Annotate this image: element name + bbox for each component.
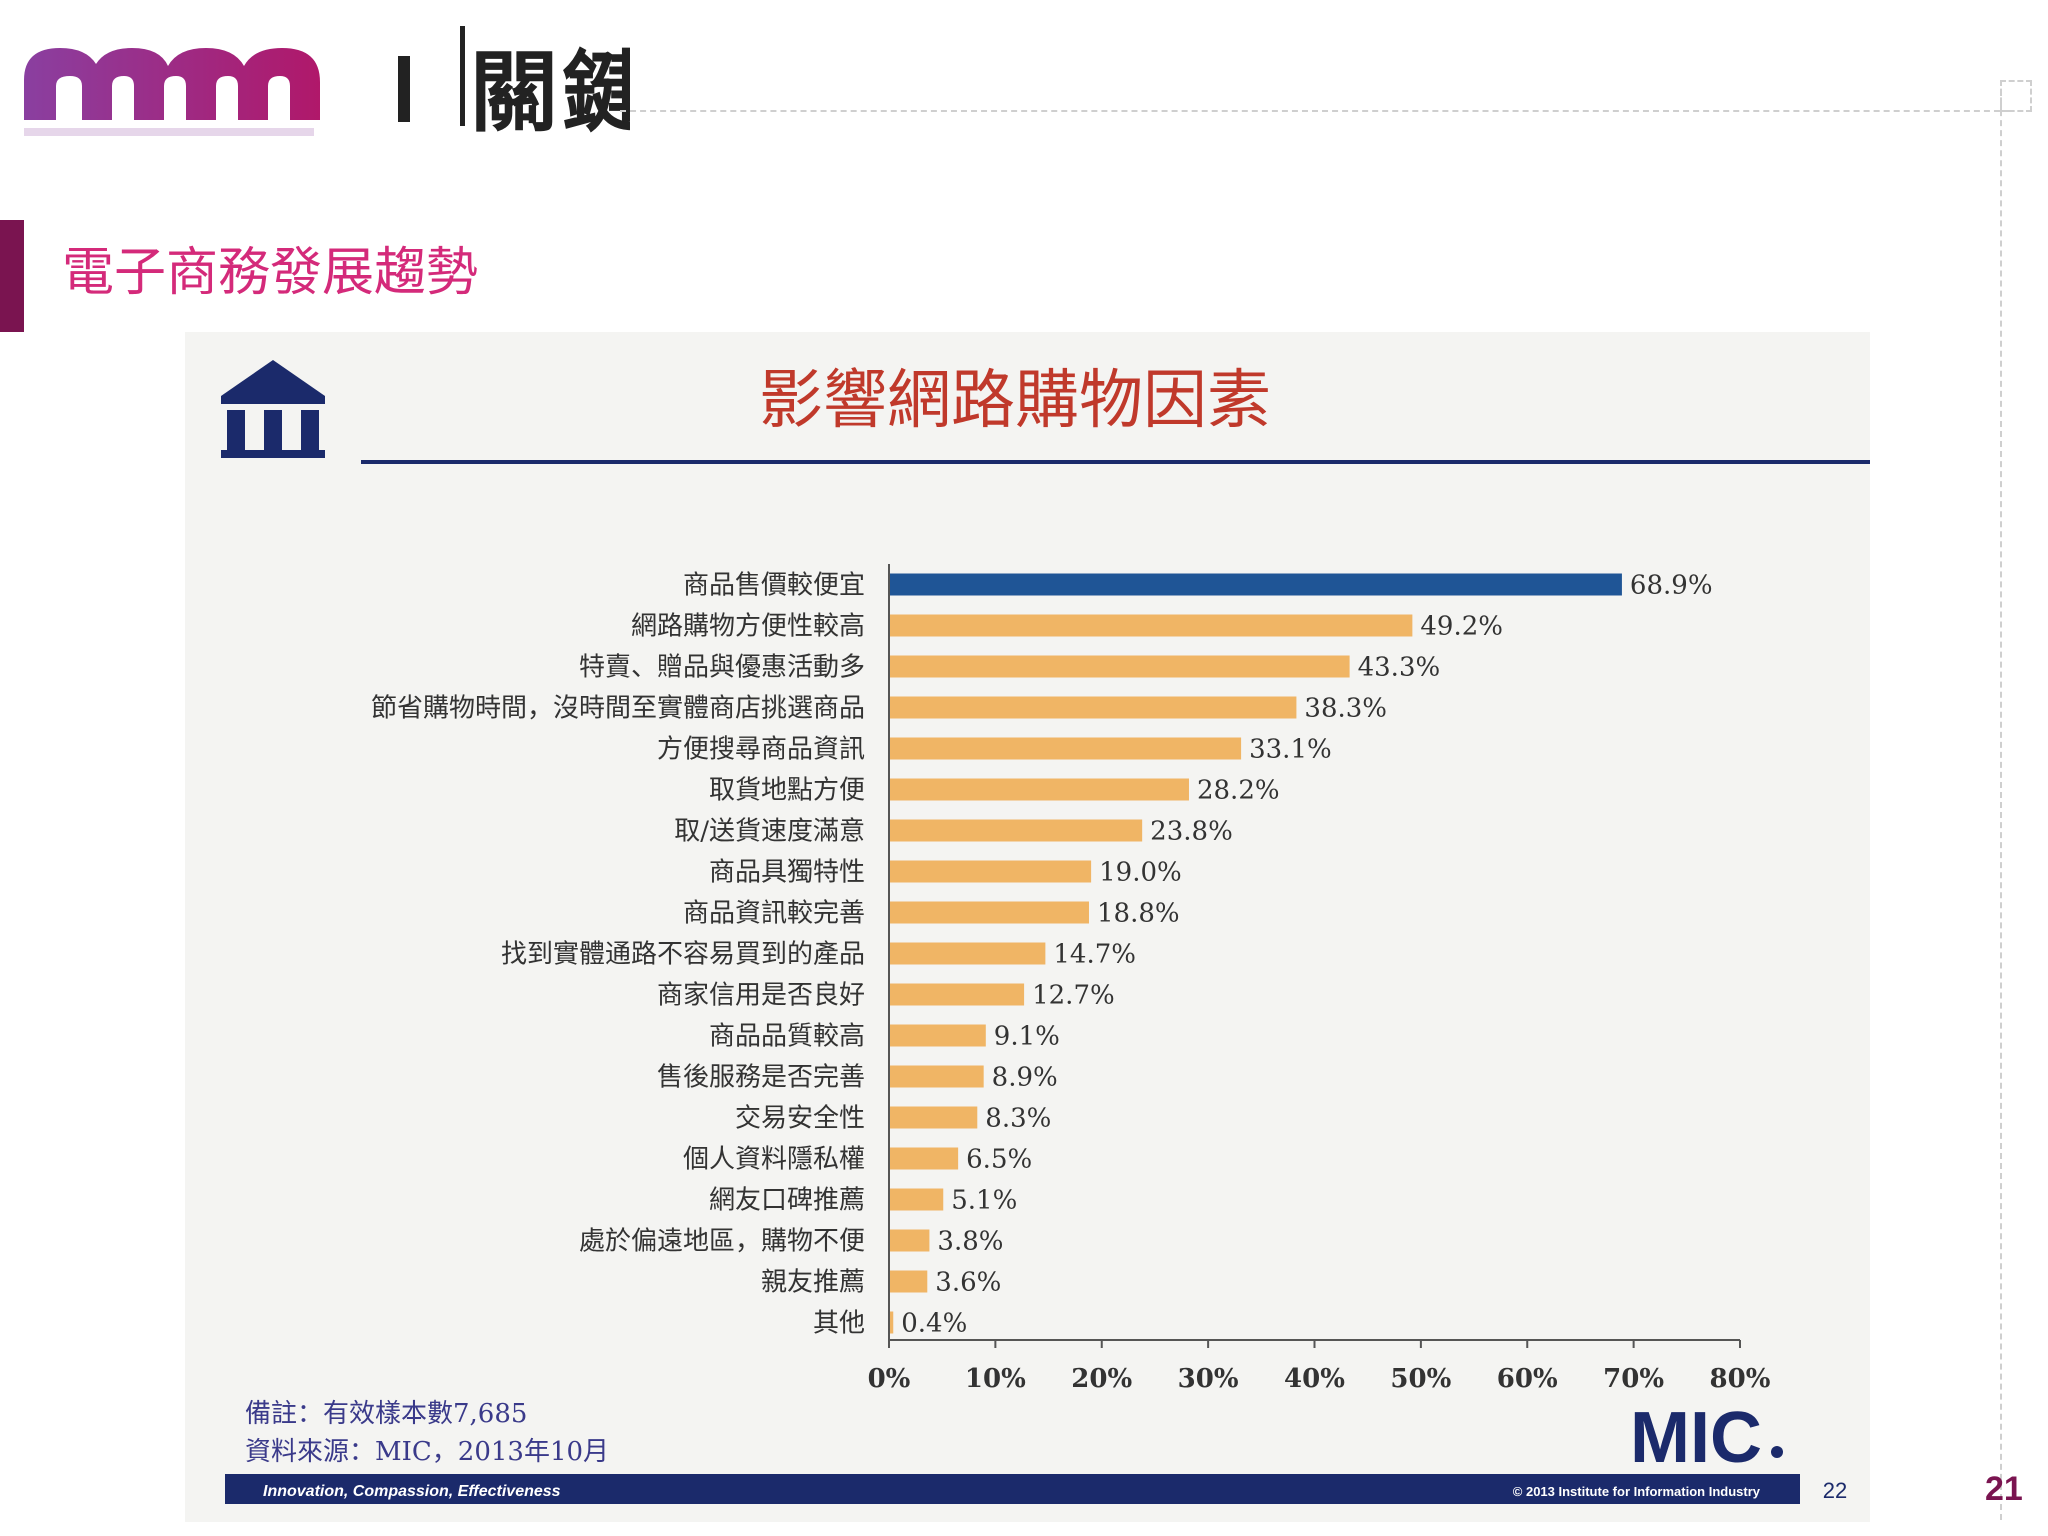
- note-source: 資料來源：MIC，2013年10月: [245, 1437, 609, 1467]
- category-label: 親友推薦: [761, 1268, 865, 1298]
- bar: [889, 778, 1189, 801]
- page-number: 21: [1985, 1470, 2023, 1508]
- chart-svg: 影響網路購物因素 商品售價較便宜網路購物方便性較高特賣、贈品與優惠活動多節省購物…: [221, 360, 1870, 1504]
- bar: [889, 819, 1143, 842]
- category-label: 取/送貨速度滿意: [674, 817, 865, 847]
- value-label: 23.8%: [1150, 817, 1233, 847]
- value-label: 19.0%: [1099, 858, 1182, 888]
- logo-m-shape: [24, 48, 320, 120]
- mic-logo: MIC: [1630, 1398, 1762, 1478]
- category-label: 商品品質較高: [709, 1022, 865, 1052]
- category-label: 商家信用是否良好: [657, 981, 865, 1011]
- x-tick-label: 10%: [965, 1364, 1026, 1394]
- bar: [889, 1311, 894, 1334]
- category-label: 交易安全性: [735, 1104, 865, 1134]
- bar: [889, 1188, 944, 1211]
- x-tick-label: 60%: [1497, 1364, 1558, 1394]
- value-label: 43.3%: [1358, 653, 1441, 683]
- value-label: 38.3%: [1304, 694, 1387, 724]
- chart-panel: 影響網路購物因素 商品售價較便宜網路購物方便性較高特賣、贈品與優惠活動多節省購物…: [185, 332, 1870, 1522]
- category-label: 處於偏遠地區，購物不便: [579, 1227, 865, 1257]
- value-label: 12.7%: [1032, 981, 1115, 1011]
- panel-footer-band: [225, 1474, 1800, 1504]
- bar: [889, 942, 1046, 965]
- category-label: 取貨地點方便: [709, 776, 865, 806]
- chart-title: 影響網路購物因素: [759, 364, 1271, 438]
- category-label: 節省購物時間，沒時間至實體商店挑選商品: [371, 694, 865, 724]
- category-label: 商品售價較便宜: [683, 571, 865, 601]
- bar: [889, 1024, 986, 1047]
- x-tick-label: 80%: [1710, 1364, 1771, 1394]
- bar: [889, 1270, 928, 1293]
- category-label: 特賣、贈品與優惠活動多: [579, 653, 865, 683]
- mic-registered-mark: [1771, 1446, 1783, 1458]
- value-label: 5.1%: [951, 1186, 1017, 1216]
- footer-motto: Innovation, Compassion, Effectiveness: [263, 1483, 561, 1500]
- right-guide-line: [2000, 80, 2002, 1520]
- bar: [889, 1065, 984, 1088]
- note-sample-size: 備註：有效樣本數7,685: [245, 1399, 527, 1429]
- bar: [889, 573, 1622, 596]
- value-label: 3.6%: [935, 1268, 1001, 1298]
- value-label: 28.2%: [1197, 776, 1280, 806]
- header-divider: [620, 110, 2010, 112]
- value-label: 18.8%: [1097, 899, 1180, 929]
- value-label: 33.1%: [1249, 735, 1332, 765]
- value-label: 0.4%: [901, 1309, 967, 1339]
- category-label: 方便搜尋商品資訊: [657, 735, 865, 765]
- panel-page-number: 22: [1823, 1478, 1847, 1503]
- bar: [889, 860, 1092, 883]
- value-label: 9.1%: [994, 1022, 1060, 1052]
- logo-text: 關鍵: [470, 41, 630, 144]
- x-tick-label: 70%: [1603, 1364, 1664, 1394]
- x-tick-label: 50%: [1390, 1364, 1451, 1394]
- category-label: 其他: [813, 1309, 865, 1339]
- value-label: 49.2%: [1420, 612, 1503, 642]
- category-label: 找到實體通路不容易買到的產品: [501, 940, 865, 970]
- value-label: 3.8%: [937, 1227, 1003, 1257]
- title-accent-bar: [0, 220, 24, 332]
- x-tick-label: 40%: [1284, 1364, 1345, 1394]
- category-label: 商品具獨特性: [709, 858, 865, 888]
- slide-title: 電子商務發展趨勢: [62, 243, 479, 303]
- category-label: 商品資訊較完善: [683, 899, 865, 929]
- value-label: 14.7%: [1053, 940, 1136, 970]
- value-label: 8.9%: [992, 1063, 1058, 1093]
- company-logo: [24, 26, 465, 136]
- value-label: 8.3%: [985, 1104, 1051, 1134]
- category-label: 網友口碑推薦: [709, 1186, 865, 1216]
- value-label: 68.9%: [1630, 571, 1713, 601]
- bar: [889, 901, 1089, 924]
- value-label: 6.5%: [966, 1145, 1032, 1175]
- category-label: 網路購物方便性較高: [631, 612, 865, 642]
- institute-building-icon: [221, 360, 325, 458]
- bar: [889, 737, 1242, 760]
- footer-copyright: © 2013 Institute for Information Industr…: [1513, 1484, 1761, 1499]
- x-tick-label: 30%: [1178, 1364, 1239, 1394]
- category-label: 售後服務是否完善: [657, 1063, 865, 1093]
- bar: [889, 1229, 930, 1252]
- bar: [889, 696, 1297, 719]
- bar: [889, 655, 1350, 678]
- bar: [889, 1147, 959, 1170]
- bar: [889, 983, 1025, 1006]
- category-label: 個人資料隱私權: [683, 1145, 865, 1175]
- x-tick-label: 20%: [1071, 1364, 1132, 1394]
- bar: [889, 1106, 978, 1129]
- bar: [889, 614, 1413, 637]
- corner-marker: [2000, 80, 2032, 112]
- x-tick-label: 0%: [868, 1364, 911, 1394]
- chart-title-underline: [361, 460, 1870, 464]
